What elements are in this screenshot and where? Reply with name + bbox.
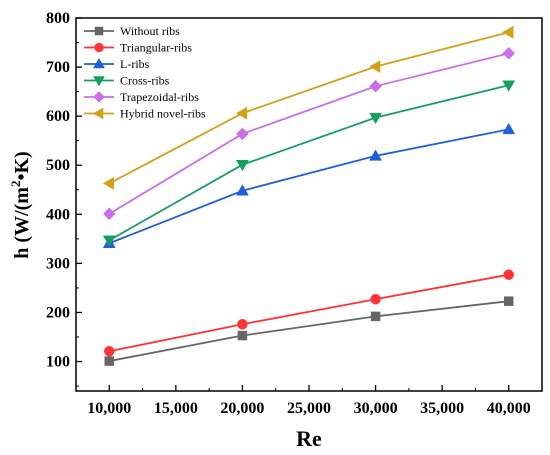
data-point <box>502 122 516 135</box>
y-tick-label: 400 <box>46 206 70 223</box>
y-tick-label: 700 <box>46 59 70 76</box>
data-point <box>235 106 248 120</box>
y-tick-label: 300 <box>46 255 70 272</box>
data-point <box>502 46 516 60</box>
series-triangular-ribs <box>104 269 514 357</box>
series-cross-ribs <box>102 80 516 247</box>
x-tick-label: 20,000 <box>220 400 264 417</box>
data-point <box>235 159 249 172</box>
x-tick-label: 15,000 <box>154 400 198 417</box>
y-axis-title-suffix: •K) <box>11 151 33 180</box>
data-point <box>104 356 115 366</box>
legend-item: L-ribs <box>84 57 150 71</box>
series-line <box>108 84 509 242</box>
series-layer <box>102 25 516 366</box>
x-tick-label: 25,000 <box>287 400 331 417</box>
legend-marker <box>93 76 105 87</box>
legend-item: Cross-ribs <box>84 74 170 88</box>
series-line <box>109 300 509 362</box>
data-point <box>237 330 248 341</box>
data-point <box>235 184 249 196</box>
legend-label: Hybrid novel-ribs <box>120 107 206 121</box>
y-axis-title-superscript: 2 <box>8 181 23 188</box>
x-axis-title: Re <box>296 426 322 451</box>
series-line <box>108 52 509 215</box>
legend-item: Hybrid novel-ribs <box>84 107 206 121</box>
data-point <box>102 207 116 221</box>
legend-marker <box>94 42 104 53</box>
data-point <box>370 293 381 305</box>
legend-label: Without ribs <box>120 24 180 38</box>
data-point <box>236 127 249 141</box>
data-point <box>369 79 382 93</box>
y-axis: 100 200 300 400 500 600 700 800 <box>46 10 82 387</box>
legend-item: Trapezoidal-ribs <box>84 90 199 104</box>
y-tick-label: 600 <box>46 108 70 125</box>
data-point <box>503 296 514 306</box>
x-tick-label: 10,000 <box>87 400 131 417</box>
legend-marker <box>93 91 105 103</box>
data-point <box>369 112 383 125</box>
legend-item: Without ribs <box>84 24 180 38</box>
series-hybrid-novel-ribs <box>102 25 514 190</box>
data-point <box>104 345 115 357</box>
data-point <box>502 80 516 92</box>
data-point <box>502 25 514 39</box>
y-axis-title: h (W/(m2•K) <box>8 151 33 258</box>
series-line <box>108 128 509 245</box>
series-trapezoidal-ribs <box>102 46 516 221</box>
series-line <box>109 273 509 353</box>
data-point <box>102 176 115 190</box>
data-point <box>369 60 381 74</box>
y-tick-label: 200 <box>46 304 70 321</box>
legend-label: Cross-ribs <box>120 74 170 88</box>
data-point <box>237 319 248 330</box>
legend-label: L-ribs <box>120 57 150 71</box>
y-tick-label: 100 <box>46 354 70 371</box>
data-point <box>370 311 381 322</box>
legend-label: Trapezoidal-ribs <box>120 90 199 104</box>
legend-marker <box>94 26 104 36</box>
data-point <box>102 235 116 247</box>
legend-marker <box>93 107 104 120</box>
legend-label: Triangular-ribs <box>120 41 192 55</box>
series-without-ribs <box>104 296 514 366</box>
y-tick-label: 500 <box>46 157 70 174</box>
y-axis-title-prefix: h (W/(m <box>11 187 33 259</box>
x-tick-label: 40,000 <box>487 400 531 417</box>
legend-marker <box>93 58 105 69</box>
x-axis: 10,000 15,000 20,000 25,000 30,000 35,000 40,0… <box>87 385 531 417</box>
x-tick-label: 30,000 <box>354 400 398 417</box>
data-point <box>503 269 514 280</box>
x-tick-label: 35,000 <box>420 400 464 417</box>
legend-item: Triangular-ribs <box>84 41 192 55</box>
y-tick-label: 800 <box>46 10 70 27</box>
data-point <box>369 149 383 161</box>
series-line <box>108 31 509 185</box>
legend: Without ribs Triangular-ribs L-ribs Cross-r… <box>84 24 206 121</box>
